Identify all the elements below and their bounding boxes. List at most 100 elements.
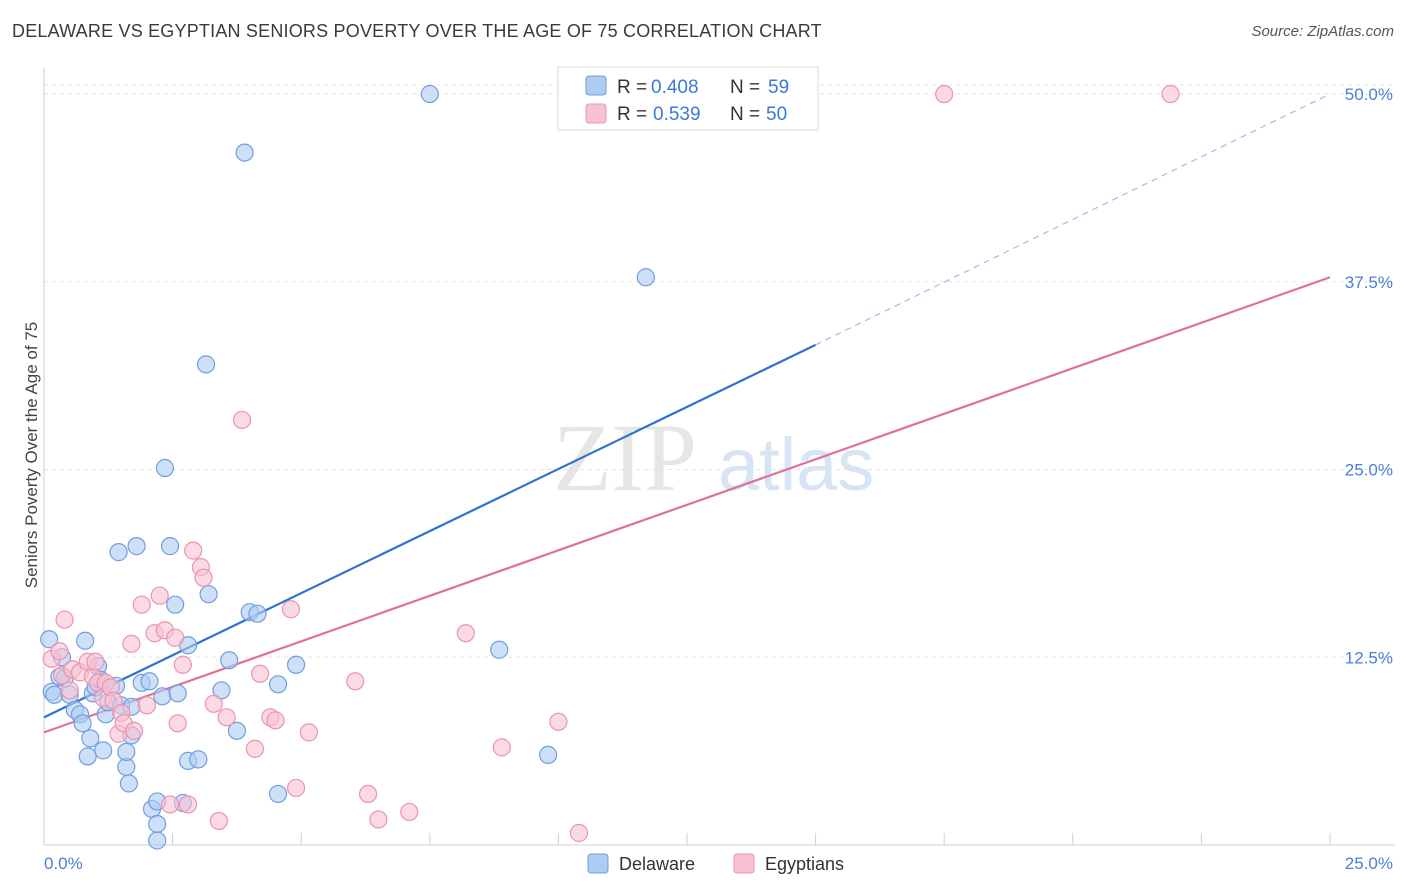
point-delaware-55 [420,84,439,104]
point-delaware-45 [199,585,218,604]
legend-n-label-delaware: N = [730,77,760,98]
point-delaware-17 [94,741,113,760]
y-tick-label-3: 50.0% [1345,85,1393,104]
point-egyptians-48 [456,624,475,643]
y-tick-label-0: 12.5% [1345,648,1393,667]
point-egyptians-46 [369,810,388,829]
point-egyptians-37 [245,739,265,758]
legend: R = 0.408 N = 59 R = 0.539 N = 50 [557,66,819,131]
point-delaware-12 [81,729,100,748]
legend-n-value-egyptians: 50 [766,104,787,125]
legend-n-value-delaware: 59 [768,77,789,98]
bottom-legend-swatch-egyptians [733,853,755,874]
legend-swatch-egyptians [585,103,607,124]
legend-r-value-egyptians: 0.539 [653,104,701,125]
point-delaware-52 [268,675,288,694]
point-delaware-35 [153,687,172,706]
point-delaware-51 [248,604,267,623]
point-egyptians-20 [132,595,151,614]
point-egyptians-3 [55,610,74,629]
bottom-legend: Delaware Egyptians [587,853,844,874]
point-delaware-43 [189,750,208,769]
point-egyptians-42 [286,778,306,798]
watermark-atlas: atlas [718,423,874,506]
point-delaware-58 [636,268,655,287]
point-egyptians-41 [281,600,301,619]
point-egyptians-44 [346,672,365,691]
y-tick-label-1: 25.0% [1345,461,1393,480]
legend-swatch-delaware [585,75,607,96]
trend-line-delaware [43,343,817,719]
legend-n-label-egyptians: N = [730,104,760,125]
point-egyptians-23 [150,586,169,605]
watermark-zip: ZIP [553,404,697,511]
point-egyptians-21 [137,696,156,715]
point-delaware-11 [78,747,97,766]
legend-r-label-delaware: R = [617,77,647,98]
point-egyptians-26 [166,628,185,647]
point-delaware-46 [212,681,231,700]
legend-r-label-egyptians: R = [617,104,647,125]
point-delaware-30 [140,672,159,691]
point-egyptians-33 [204,694,223,713]
chart-title: DELAWARE VS EGYPTIAN SENIORS POVERTY OVE… [12,21,822,41]
bottom-legend-delaware: Delaware [619,854,695,874]
point-egyptians-50 [549,712,568,731]
y-tick-labels: 12.5% 25.0% 37.5% 50.0% [1345,85,1393,667]
point-egyptians-28 [173,655,192,674]
point-egyptians-32 [194,568,213,587]
point-delaware-48 [227,721,246,740]
trend-line-extension-delaware [815,93,1331,346]
point-egyptians-38 [250,664,270,683]
point-delaware-36 [155,458,174,478]
point-delaware-44 [196,355,216,374]
point-egyptians-51 [569,823,589,843]
point-egyptians-25 [160,795,180,814]
point-egyptians-36 [232,410,252,430]
point-egyptians-19 [124,721,144,740]
point-egyptians-27 [168,714,187,733]
point-delaware-54 [286,655,306,674]
point-delaware-39 [168,684,187,703]
point-egyptians-43 [299,723,319,742]
trend-line-egyptians [43,276,1331,734]
point-egyptians-29 [178,795,198,814]
x-tick-labels: 0.0% 25.0% [44,854,1393,873]
bottom-legend-swatch-delaware [587,853,609,874]
point-egyptians-30 [184,541,203,560]
point-egyptians-45 [358,784,378,804]
trend-lines [43,93,1331,734]
axes [43,68,1395,846]
point-delaware-28 [127,537,146,556]
point-egyptians-52 [935,84,954,104]
point-delaware-53 [268,784,288,804]
point-delaware-0 [40,630,59,649]
point-egyptians-18 [122,634,141,653]
point-delaware-2 [45,685,64,704]
bottom-legend-egyptians: Egyptians [765,854,844,874]
x-tick-label-1: 25.0% [1345,854,1393,873]
point-delaware-57 [539,745,558,764]
point-delaware-24 [117,742,136,761]
point-delaware-32 [148,814,167,834]
point-egyptians-35 [217,708,236,727]
point-delaware-56 [490,640,509,659]
point-delaware-49 [235,143,254,162]
legend-r-value-delaware: 0.408 [651,77,699,98]
point-delaware-21 [109,543,128,562]
y-axis-label: Seniors Poverty Over the Age of 75 [22,322,41,588]
point-delaware-25 [119,774,138,793]
grid [44,84,1395,658]
point-egyptians-4 [60,681,79,700]
point-delaware-10 [76,631,95,650]
point-egyptians-53 [1161,84,1180,104]
point-delaware-9 [73,714,92,733]
point-egyptians-1 [50,642,69,661]
source-credit: Source: ZipAtlas.com [1251,23,1394,40]
point-egyptians-47 [400,802,419,822]
point-delaware-47 [220,651,239,670]
point-delaware-38 [166,595,185,614]
x-tick-label-0: 0.0% [44,854,83,873]
data-points [40,84,1180,850]
